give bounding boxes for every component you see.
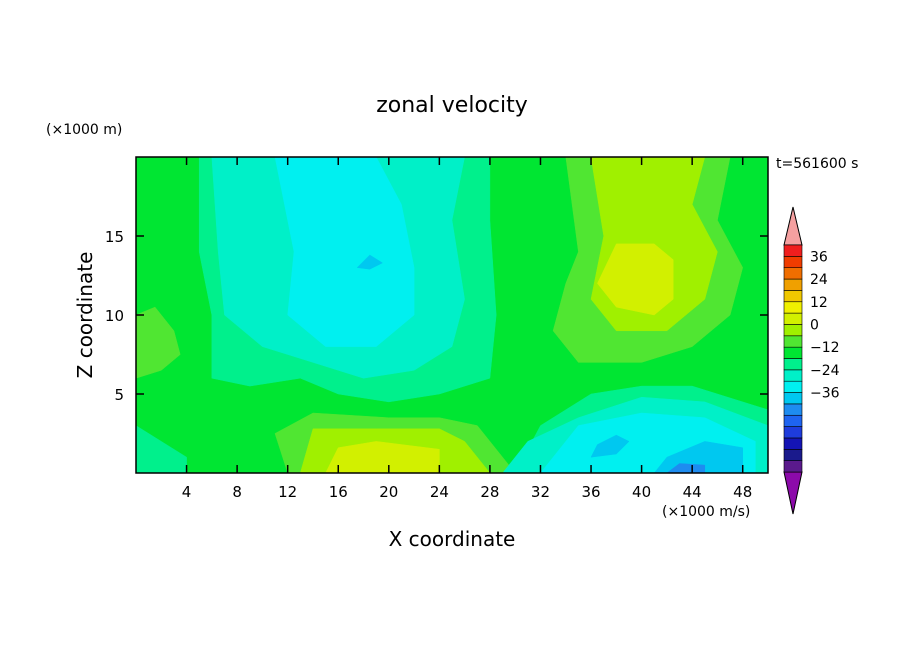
x-tick-label: 12 xyxy=(278,483,297,501)
y-axis-ticks: 5 10 15 xyxy=(105,228,768,404)
colorbar-swatch xyxy=(783,426,803,439)
x-tick-label: 24 xyxy=(430,483,449,501)
colorbar-swatch xyxy=(783,437,803,450)
colorbar-swatch xyxy=(783,244,803,257)
x-tick-label: 44 xyxy=(683,483,702,501)
x-axis-ticks: 4 8 12 16 20 24 28 32 36 40 44 48 xyxy=(182,157,752,501)
field-region xyxy=(356,254,384,270)
x-tick-label: 48 xyxy=(733,483,752,501)
colorbar-swatch xyxy=(783,312,803,325)
colorbar-swatch xyxy=(783,369,803,382)
field-region xyxy=(274,157,415,347)
x-tick-label: 36 xyxy=(581,483,600,501)
colorbar-swatch xyxy=(783,256,803,269)
field-region xyxy=(653,441,743,473)
colorbar-swatch xyxy=(783,403,803,416)
y-tick-label: 5 xyxy=(114,386,124,404)
colorbar-high-arrow xyxy=(783,206,803,246)
colorbar-swatch xyxy=(783,290,803,303)
y-tick-label: 15 xyxy=(105,228,124,246)
field-region xyxy=(136,425,187,473)
x-axis-label: X coordinate xyxy=(389,527,516,551)
x-tick-label: 32 xyxy=(531,483,550,501)
colorbar-swatch xyxy=(783,301,803,314)
y-unit-label: (×1000 m) xyxy=(46,122,122,138)
colorbar-swatch xyxy=(783,392,803,405)
x-tick-label: 4 xyxy=(182,483,192,501)
colorbar-tick-label: −36 xyxy=(810,386,840,402)
colorbar-swatch xyxy=(783,460,803,473)
colorbar-swatch xyxy=(783,335,803,348)
x-unit-label: (×1000 m/s) xyxy=(662,504,750,520)
colorbar-tick-label: −12 xyxy=(810,340,840,356)
colorbar-swatch xyxy=(783,380,803,393)
y-axis-label: Z coordinate xyxy=(73,252,97,379)
colorbar-tick-label: −24 xyxy=(810,363,840,379)
field-region xyxy=(325,441,440,473)
velocity-field xyxy=(136,157,768,473)
x-tick-label: 16 xyxy=(329,483,348,501)
x-tick-label: 8 xyxy=(232,483,242,501)
colorbar-swatch xyxy=(783,267,803,280)
colorbar-swatch xyxy=(783,278,803,291)
colorbar: 36 24 12 0 −12 −24 −36 xyxy=(783,206,840,515)
colorbar-tick-label: 24 xyxy=(810,272,828,288)
x-tick-label: 40 xyxy=(632,483,651,501)
field-region xyxy=(590,434,630,458)
chart-title: zonal velocity xyxy=(376,93,528,118)
colorbar-tick-label: 12 xyxy=(810,295,828,311)
time-label: t=561600 s xyxy=(776,156,858,172)
colorbar-tick-label: 0 xyxy=(810,317,819,333)
field-region xyxy=(666,463,706,473)
colorbar-swatch xyxy=(783,346,803,359)
field-region xyxy=(136,306,181,379)
colorbar-swatch xyxy=(783,448,803,461)
colorbar-swatch xyxy=(783,358,803,371)
field-region xyxy=(597,243,674,316)
x-tick-label: 20 xyxy=(379,483,398,501)
colorbar-swatch xyxy=(783,414,803,427)
y-tick-label: 10 xyxy=(105,307,124,325)
colorbar-low-arrow xyxy=(783,471,803,515)
colorbar-tick-label: 36 xyxy=(810,249,828,265)
colorbar-swatch xyxy=(783,324,803,337)
x-tick-label: 28 xyxy=(480,483,499,501)
